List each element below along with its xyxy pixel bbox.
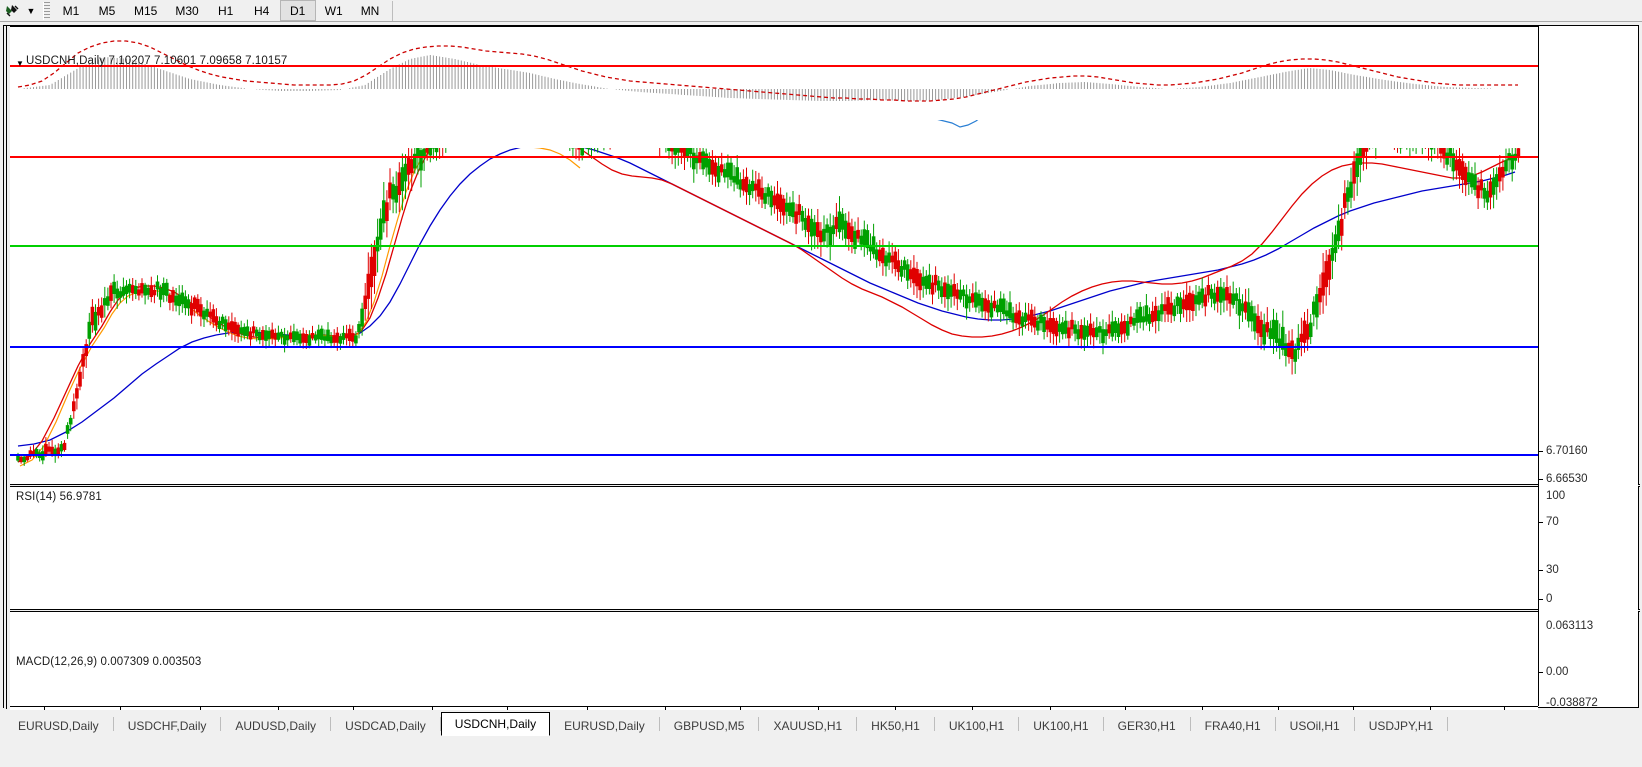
price-scale-extra: 6.70160 6.66530 100 70 30 0 0.063113 0.0… — [1539, 26, 1638, 707]
cursor-crosshair-icon[interactable] — [2, 1, 24, 21]
tab-separator — [933, 717, 935, 731]
toolbar-separator — [392, 0, 394, 21]
chart-tabstrip: EURUSD,Daily USDCHF,Daily AUDUSD,Daily U… — [4, 712, 1449, 736]
timeframe-m30[interactable]: M30 — [175, 3, 199, 18]
time-axis-line — [10, 706, 1538, 707]
macd-label: MACD(12,26,9) 0.007309 0.003503 — [16, 656, 202, 668]
level-line-688250[interactable] — [10, 346, 1538, 348]
timeframe-m5[interactable]: M5 — [98, 3, 116, 18]
price-axis-line — [1538, 26, 1539, 706]
pane-divider-macd[interactable] — [10, 609, 1640, 612]
pane-divider-rsi[interactable] — [10, 484, 1640, 487]
tab-separator — [1189, 717, 1191, 731]
macd-scale-label: 0.00 — [1546, 666, 1569, 678]
tab-usdcnh-daily[interactable]: USDCNH,Daily — [440, 712, 551, 736]
rsi-scale-label: 70 — [1546, 516, 1559, 528]
chevron-down-icon[interactable]: ▼ — [16, 59, 24, 68]
tab-separator — [1274, 717, 1276, 731]
tab-separator — [439, 717, 441, 731]
top-toolbar: ▼ M1 M5 M15 M30 H1 H4 D1 W1 MN — [0, 0, 1642, 22]
tab-separator — [1102, 717, 1104, 731]
timeframe-group: M1 M5 M15 M30 H1 H4 D1 W1 MN — [53, 0, 388, 21]
tab-eurusd-daily-1[interactable]: EURUSD,Daily — [18, 718, 99, 733]
tab-separator — [856, 717, 858, 731]
macd-scale-label: -0.038872 — [1546, 697, 1598, 707]
tab-gbpusd-m5[interactable]: GBPUSD,M5 — [673, 718, 745, 733]
timeframe-w1[interactable]: W1 — [324, 3, 343, 18]
macd-pane[interactable] — [10, 26, 1538, 120]
chevron-down-icon[interactable]: ▼ — [26, 5, 36, 16]
tab-uk100-h1-2[interactable]: UK100,H1 — [1033, 718, 1089, 733]
macd-plot — [17, 40, 1518, 102]
tab-audusd-daily[interactable]: AUDUSD,Daily — [235, 718, 317, 733]
tab-usoil-h1[interactable]: USOil,H1 — [1289, 718, 1340, 733]
tab-separator — [1018, 717, 1020, 731]
level-line-700029[interactable] — [10, 245, 1538, 247]
tab-fra40-h1[interactable]: FRA40,H1 — [1204, 718, 1261, 733]
chart-header-label: USDCNH,Daily 7.10207 7.10601 7.09658 7.1… — [26, 55, 288, 67]
timeframe-d1[interactable]: D1 — [279, 0, 316, 21]
chart-tab-bar: EURUSD,Daily USDCHF,Daily AUDUSD,Daily U… — [0, 710, 1642, 767]
tab-xauusd-h1[interactable]: XAUUSD,H1 — [773, 718, 843, 733]
tab-eurusd-daily-2[interactable]: EURUSD,Daily — [564, 718, 645, 733]
tab-usdcad-daily[interactable]: USDCAD,Daily — [345, 718, 426, 733]
tab-separator — [658, 717, 660, 731]
tab-separator — [1447, 717, 1449, 731]
tab-uk100-h1-1[interactable]: UK100,H1 — [948, 718, 1005, 733]
tab-separator — [1353, 717, 1355, 731]
rsi-label: RSI(14) 56.9781 — [16, 491, 102, 503]
tab-ger30-h1[interactable]: GER30,H1 — [1117, 718, 1176, 733]
rsi-scale-label: 30 — [1546, 564, 1559, 576]
timeframe-m1[interactable]: M1 — [62, 3, 80, 18]
level-line-676171[interactable] — [10, 454, 1538, 456]
chart-left-gutter[interactable] — [4, 26, 10, 709]
toolbar-grip[interactable] — [43, 1, 50, 20]
chart-frame: ▼ USDCNH,Daily 7.10207 7.10601 7.09658 7… — [3, 25, 1640, 727]
tab-usdchf-daily[interactable]: USDCHF,Daily — [127, 718, 207, 733]
rsi-scale-label: 0 — [1546, 593, 1553, 605]
price-tick-label: 6.66530 — [1546, 473, 1588, 485]
level-line-710011[interactable] — [10, 156, 1538, 158]
tab-separator — [112, 717, 114, 731]
rsi-scale-label: 100 — [1546, 490, 1566, 502]
macd-scale-label: 0.063113 — [1546, 620, 1594, 632]
tab-separator — [220, 717, 222, 731]
timeframe-h4[interactable]: H4 — [254, 3, 270, 18]
tab-separator — [758, 717, 760, 731]
price-tick-label: 6.70160 — [1546, 445, 1588, 457]
timeframe-h1[interactable]: H1 — [218, 3, 234, 18]
tab-separator — [330, 717, 332, 731]
level-line-720193[interactable] — [10, 65, 1538, 67]
timeframe-mn[interactable]: MN — [360, 3, 380, 18]
tab-usdjpy-h1[interactable]: USDJPY,H1 — [1368, 718, 1434, 733]
timeframe-m15[interactable]: M15 — [134, 3, 158, 18]
tab-hk50-h1[interactable]: HK50,H1 — [871, 718, 920, 733]
